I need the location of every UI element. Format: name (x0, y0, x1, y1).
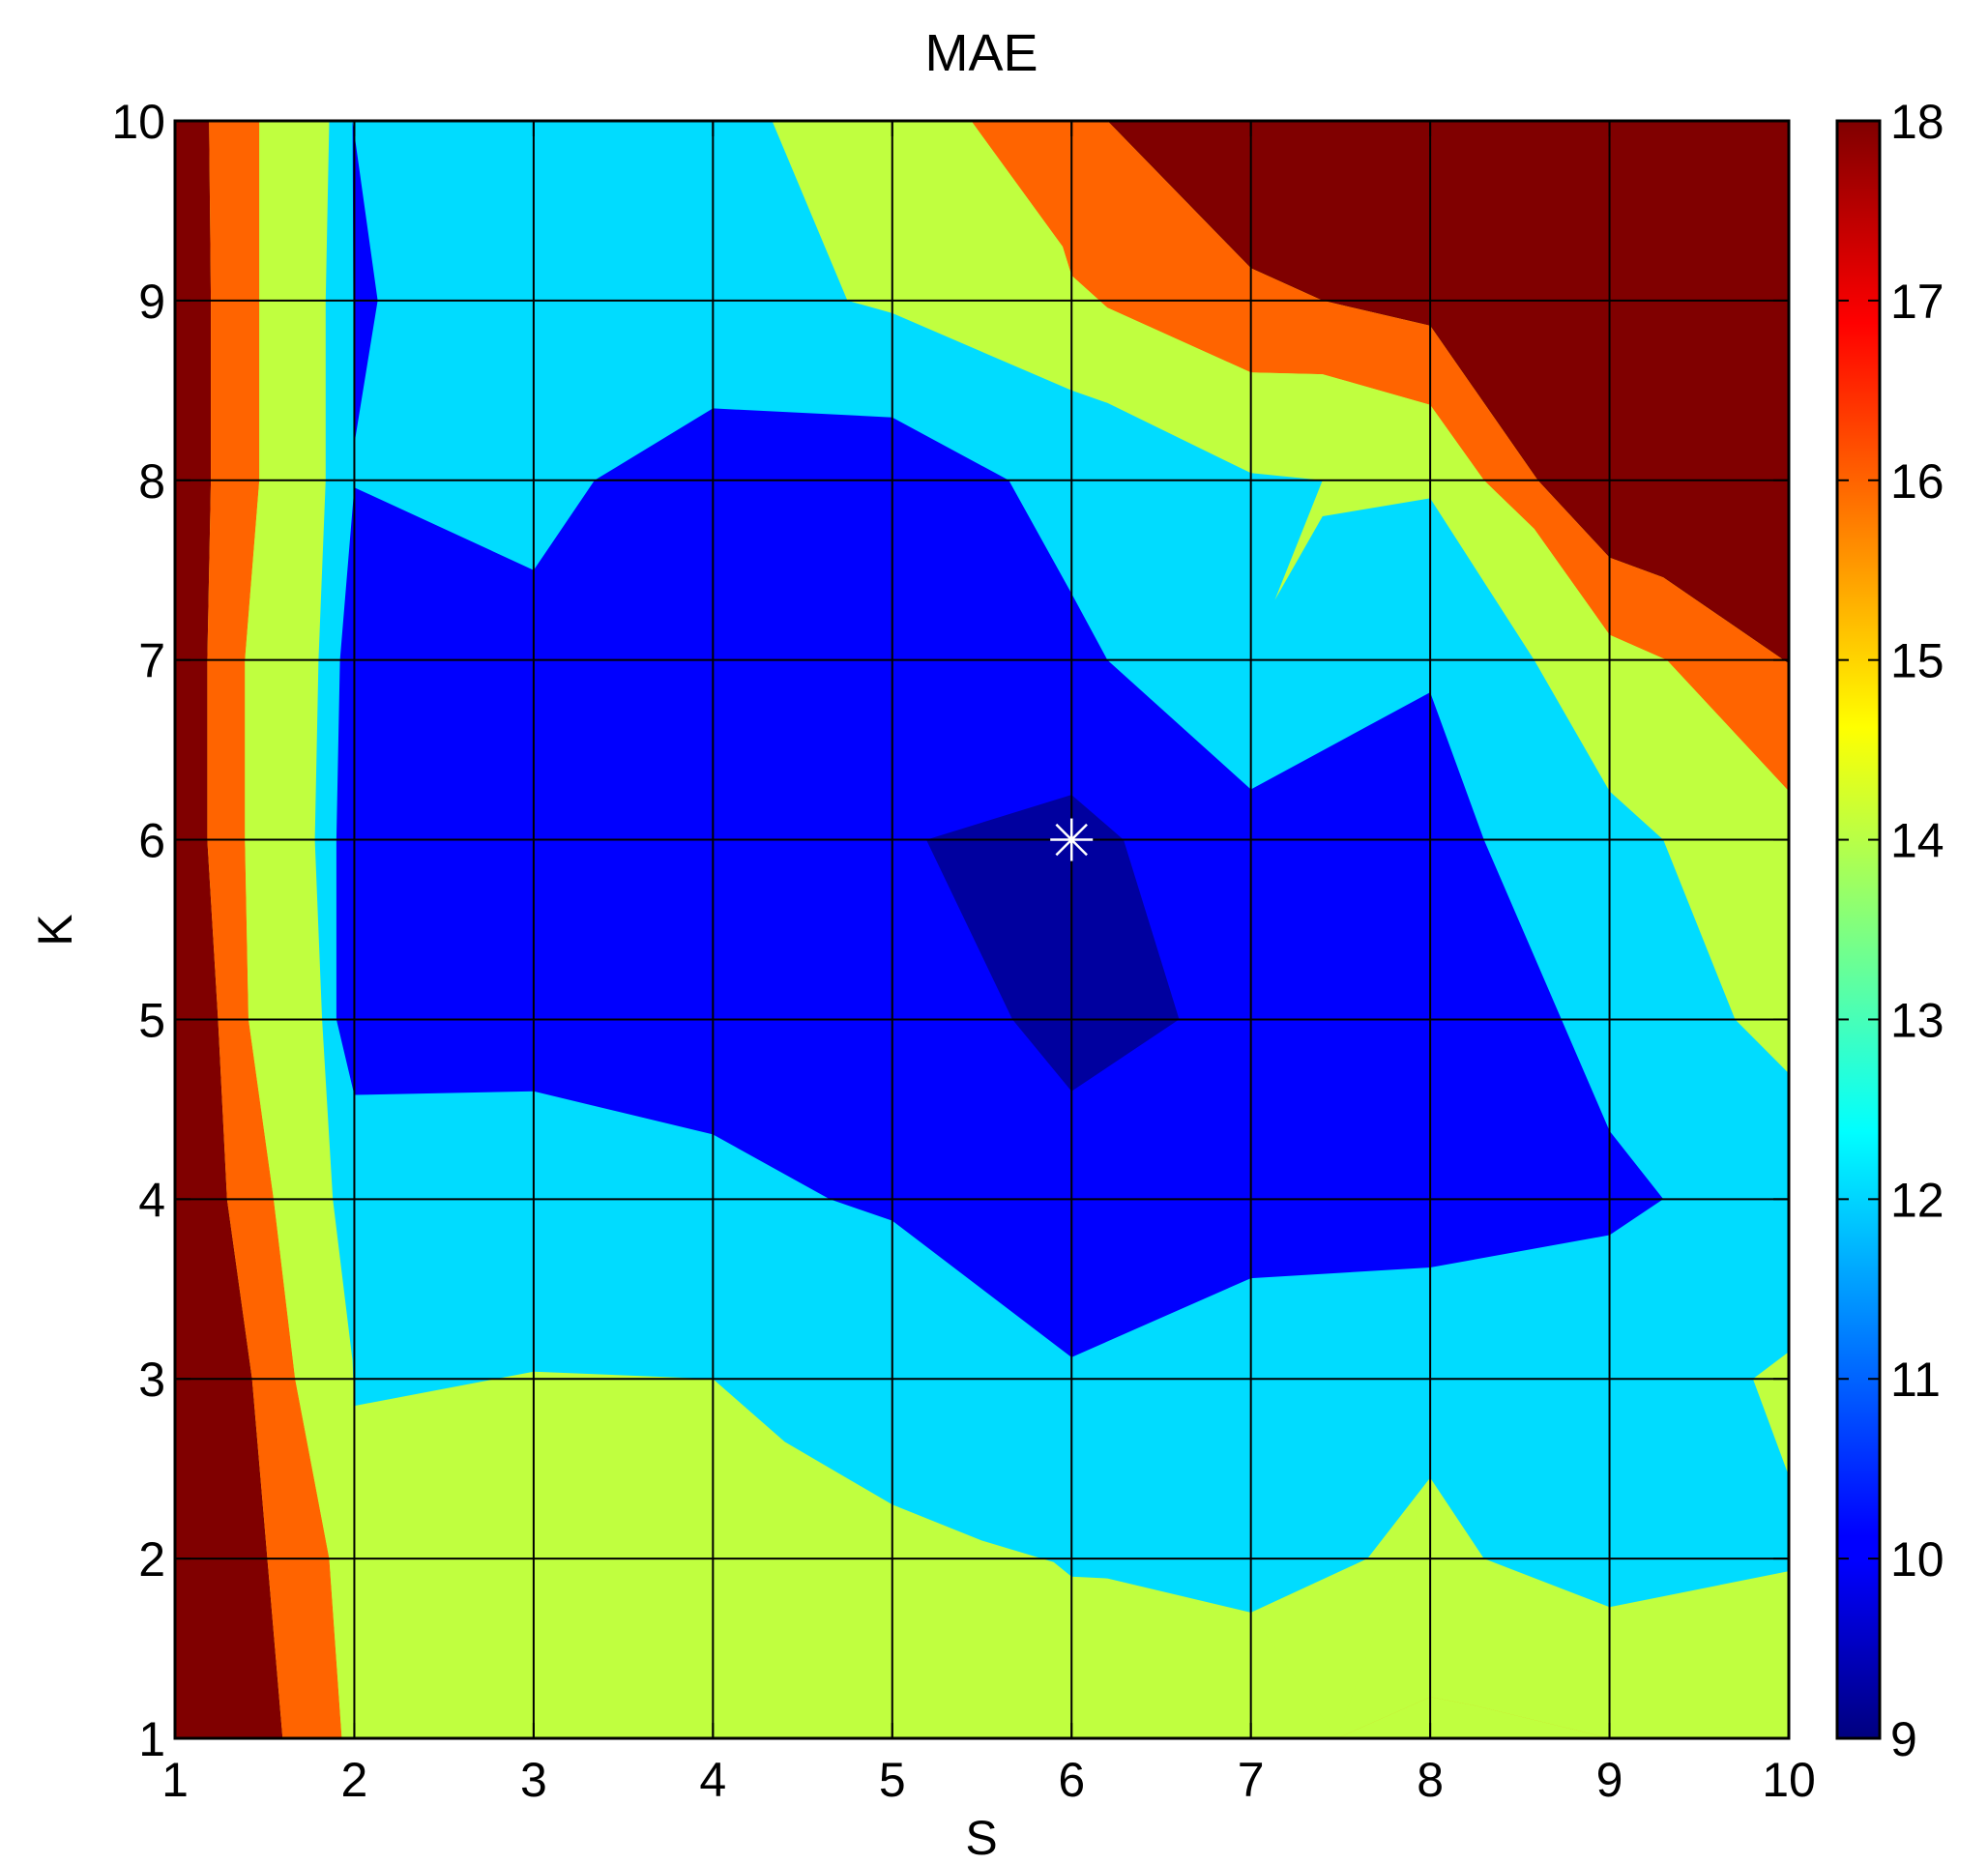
contour-region-gt17-1 (1107, 121, 1789, 664)
colorbar: 9 10 11 12 13 14 15 16 17 18 (1835, 95, 1944, 1766)
contour-region-12.5-15-8 (1752, 1352, 1789, 1476)
contour-regions (175, 121, 1789, 1738)
colorbar-ticks: 9 10 11 12 13 14 15 16 17 18 (1837, 95, 1944, 1766)
x-tick-label: 2 (341, 1753, 368, 1807)
colorbar-tick-label: 12 (1890, 1173, 1944, 1227)
colorbar-frame (1835, 119, 1882, 1740)
contour-region-12.5-15-5 (245, 121, 1789, 1738)
x-axis-label: S (965, 1811, 997, 1864)
colorbar-tick-label: 18 (1890, 95, 1944, 149)
y-tick-label: 8 (138, 454, 165, 509)
x-tick-label: 8 (1417, 1753, 1444, 1807)
x-tick-label: 9 (1596, 1753, 1623, 1807)
y-tick-label: 6 (138, 814, 165, 868)
colorbar-tick-label: 11 (1890, 1353, 1941, 1407)
contour-region-15-17-2 (207, 121, 342, 1738)
x-tick-label: 3 (520, 1753, 547, 1807)
contour-region-gt17-0 (175, 121, 283, 1738)
colorbar-tick-label: 14 (1890, 814, 1944, 868)
colorbar-tick-label: 9 (1890, 1712, 1917, 1766)
x-tick-label: 1 (161, 1753, 189, 1807)
x-tick-label: 6 (1058, 1753, 1085, 1807)
x-tick-label: 4 (699, 1753, 726, 1807)
y-axis-ticks: 1 2 3 4 5 6 7 8 9 10 (111, 95, 1789, 1766)
contour-region-12.5-15-7 (1336, 1477, 1789, 1738)
x-tick-label: 7 (1238, 1753, 1265, 1807)
chart-title: MAE (924, 24, 1038, 82)
min-marker (1050, 818, 1094, 861)
plot-frame (173, 119, 1791, 1740)
y-tick-label: 9 (138, 275, 165, 329)
y-tick-label: 3 (138, 1353, 165, 1407)
y-tick-label: 1 (138, 1712, 165, 1766)
contour-region-15-17-3 (971, 121, 1789, 792)
x-tick-label: 10 (1762, 1753, 1816, 1807)
y-tick-label: 2 (138, 1532, 165, 1587)
colorbar-tick-label: 10 (1890, 1532, 1944, 1587)
y-tick-label: 10 (111, 95, 165, 149)
contour-region-lt9.5-11 (926, 795, 1180, 1092)
contour-region-9.5-10.5-10 (336, 121, 1664, 1357)
plot-area (173, 119, 1791, 1740)
y-tick-label: 5 (138, 993, 165, 1047)
y-tick-label: 4 (138, 1173, 165, 1227)
contour-region-12.5-15-6 (772, 121, 1789, 1074)
colorbar-tick-label: 13 (1890, 993, 1944, 1047)
y-axis-label: K (28, 914, 82, 946)
x-axis-ticks: 1 2 3 4 5 6 7 8 9 10 (161, 121, 1816, 1807)
colorbar-tick-label: 16 (1890, 454, 1944, 509)
x-tick-label: 5 (879, 1753, 906, 1807)
marker-stroke (1055, 823, 1088, 857)
y-tick-label: 7 (138, 634, 165, 688)
colorbar-gradient (1837, 121, 1880, 1738)
colorbar-tick-label: 15 (1890, 634, 1944, 688)
colorbar-tick-label: 17 (1890, 275, 1944, 329)
